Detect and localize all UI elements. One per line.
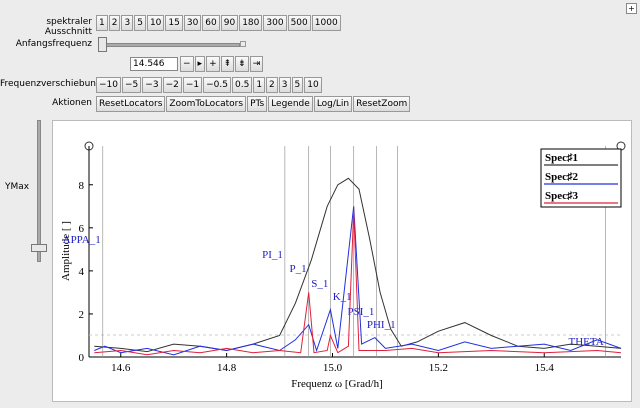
button[interactable]: 1000 [311, 15, 341, 31]
x-tick-label: 15.2 [429, 362, 448, 374]
button[interactable]: 300 [263, 15, 287, 31]
label: spektraler Ausschnitt [44, 17, 92, 37]
button-row: − ▸ + ⇞ ⇟ ⇥ [180, 56, 264, 72]
y-tick-label: 6 [79, 223, 85, 235]
locator-label: THETA [568, 336, 603, 348]
button[interactable]: ▸ [194, 56, 206, 72]
ymax-thumb[interactable] [31, 244, 47, 252]
slider-box[interactable] [240, 41, 246, 47]
x-tick-label: 15.4 [535, 362, 555, 374]
button[interactable]: ZoomToLocators [166, 96, 247, 112]
button[interactable]: 10 [304, 77, 322, 93]
button[interactable]: 5 [134, 15, 146, 31]
legend-label: Spec♯1 [545, 152, 578, 164]
button[interactable]: 10 [146, 15, 165, 31]
button[interactable]: 500 [287, 15, 311, 31]
button[interactable]: 60 [202, 15, 220, 31]
legend-label: Spec♯3 [545, 190, 579, 202]
chart: Frequenz ω [Grad/h] Amplitude [ ] 0 2 4 6 8 1… [60, 141, 626, 390]
y-tick-label: 0 [79, 352, 85, 364]
button[interactable]: 90 [220, 15, 239, 31]
locator-label: APPA_1 [63, 234, 101, 246]
button[interactable]: 5 [291, 77, 304, 93]
button[interactable]: 3 [278, 77, 291, 93]
button[interactable]: ⇟ [235, 56, 249, 72]
x-axis-label: Frequenz ω [Grad/h] [291, 378, 383, 390]
chart-panel: Frequenz ω [Grad/h] Amplitude [ ] 0 2 4 6 8 1… [52, 120, 632, 402]
y-axis-label: Amplitude [ ] [60, 221, 72, 281]
button[interactable]: − [180, 56, 194, 72]
button[interactable]: ⇞ [220, 56, 235, 72]
button[interactable]: 1 [253, 77, 266, 93]
corner-icon[interactable]: + [626, 3, 637, 14]
button[interactable]: PTs [247, 96, 268, 112]
button[interactable]: 2 [266, 77, 278, 93]
button[interactable]: 30 [183, 15, 202, 31]
button[interactable]: −2 [162, 77, 182, 93]
y-tick-label: 4 [79, 266, 85, 278]
x-tick-label: 15.0 [323, 362, 343, 374]
button-row: 1 2 3 5 10 15 30 60 90 180 300 500 1000 [96, 15, 342, 31]
legend-box [540, 148, 622, 208]
button[interactable]: −10 [96, 77, 121, 93]
button[interactable]: Legende [268, 96, 313, 112]
locator-label: K_1 [333, 291, 352, 303]
locator-label: S_1 [311, 278, 328, 290]
button[interactable]: ResetZoom [353, 96, 411, 112]
legend-label: Spec♯2 [545, 171, 579, 183]
series-line [94, 210, 622, 356]
x-tick-label: 14.6 [111, 362, 131, 374]
button[interactable]: 3 [121, 15, 134, 31]
button[interactable]: −1 [182, 77, 203, 93]
series-line [94, 206, 622, 356]
button[interactable]: ⇥ [249, 56, 264, 72]
locator-label: P_1 [290, 263, 307, 275]
x-tick-label: 14.8 [217, 362, 237, 374]
label: Aktionen [52, 98, 92, 108]
button[interactable]: ResetLocators [96, 96, 166, 112]
locator-label: PSI_1 [348, 306, 375, 318]
button-row: −10 −5 −3 −2 −1 −0.5 0.5 1 2 3 5 10 [96, 77, 323, 93]
button[interactable]: Log/Lin [313, 96, 353, 112]
label: Frequenzverschiebung [0, 79, 102, 89]
y-tick-label: 2 [79, 309, 85, 321]
button[interactable]: 180 [239, 15, 263, 31]
ymax-slider[interactable] [37, 120, 41, 262]
button[interactable]: −5 [122, 77, 142, 93]
button[interactable]: 2 [108, 15, 121, 31]
slider-thumb[interactable] [98, 37, 107, 52]
button[interactable]: −0.5 [203, 77, 231, 93]
ymax-label: YMax [5, 182, 30, 192]
frequency-input[interactable]: 14.546 [130, 57, 178, 71]
button[interactable]: 15 [165, 15, 183, 31]
button[interactable]: + [206, 56, 220, 72]
locator-label: PI_1 [262, 249, 283, 261]
button[interactable]: 1 [96, 15, 108, 31]
button[interactable]: 0.5 [231, 77, 253, 93]
slider[interactable] [98, 43, 240, 47]
label: Anfangsfrequenz [15, 39, 92, 49]
button[interactable]: −3 [142, 77, 162, 93]
button-row: ResetLocators ZoomToLocators PTs Legende Log… [96, 96, 411, 112]
y-tick-label: 8 [79, 180, 85, 192]
